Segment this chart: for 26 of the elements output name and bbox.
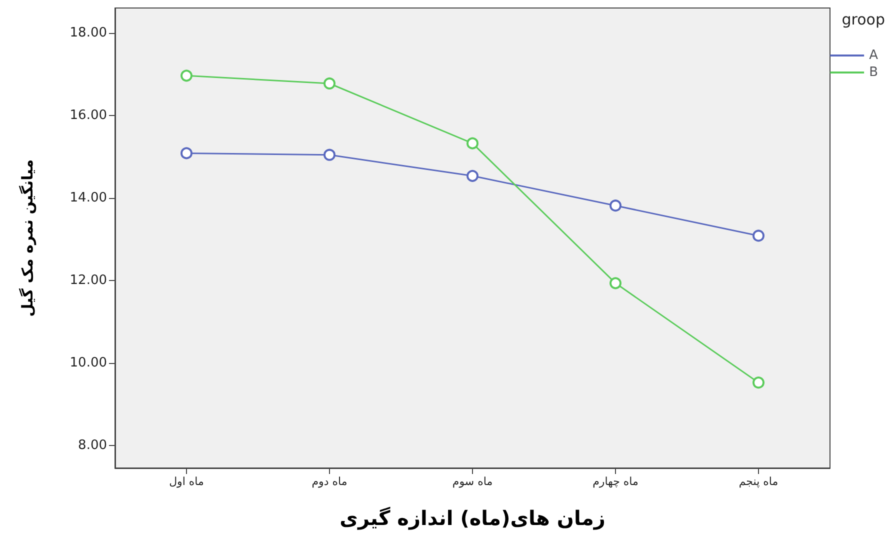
y-axis-title: میانگین نمره مک گیل — [18, 159, 36, 317]
x-tick-label: ماه دوم — [312, 475, 348, 488]
point — [180, 147, 192, 160]
y-tick-label: 8.00 — [78, 438, 107, 453]
point — [324, 78, 336, 90]
legend-label: B — [869, 65, 878, 80]
y-tick-label: 10.00 — [70, 355, 107, 370]
point — [324, 148, 336, 161]
x-tick-label: ماه چهارم — [592, 475, 639, 488]
point — [466, 137, 478, 150]
y-tick-label: 18.00 — [70, 25, 107, 40]
point — [466, 170, 478, 182]
x-tick-label: ماه پنجم — [738, 475, 778, 488]
point — [610, 277, 622, 290]
y-tick-label: 14.00 — [70, 190, 107, 206]
y-tick-label: 12.00 — [70, 272, 107, 288]
legend-title: groop — [842, 10, 886, 28]
y-tick-label: 16.00 — [70, 108, 107, 123]
x-axis-title: زمان های(ماه) اندازه گیری — [340, 506, 606, 530]
point — [752, 230, 764, 242]
point — [752, 376, 764, 389]
x-tick-label: ماه اول — [169, 475, 204, 488]
legend-label: A — [869, 48, 878, 63]
point — [610, 200, 622, 212]
point — [180, 70, 192, 82]
x-tick-label: ماه سوم — [452, 475, 493, 488]
